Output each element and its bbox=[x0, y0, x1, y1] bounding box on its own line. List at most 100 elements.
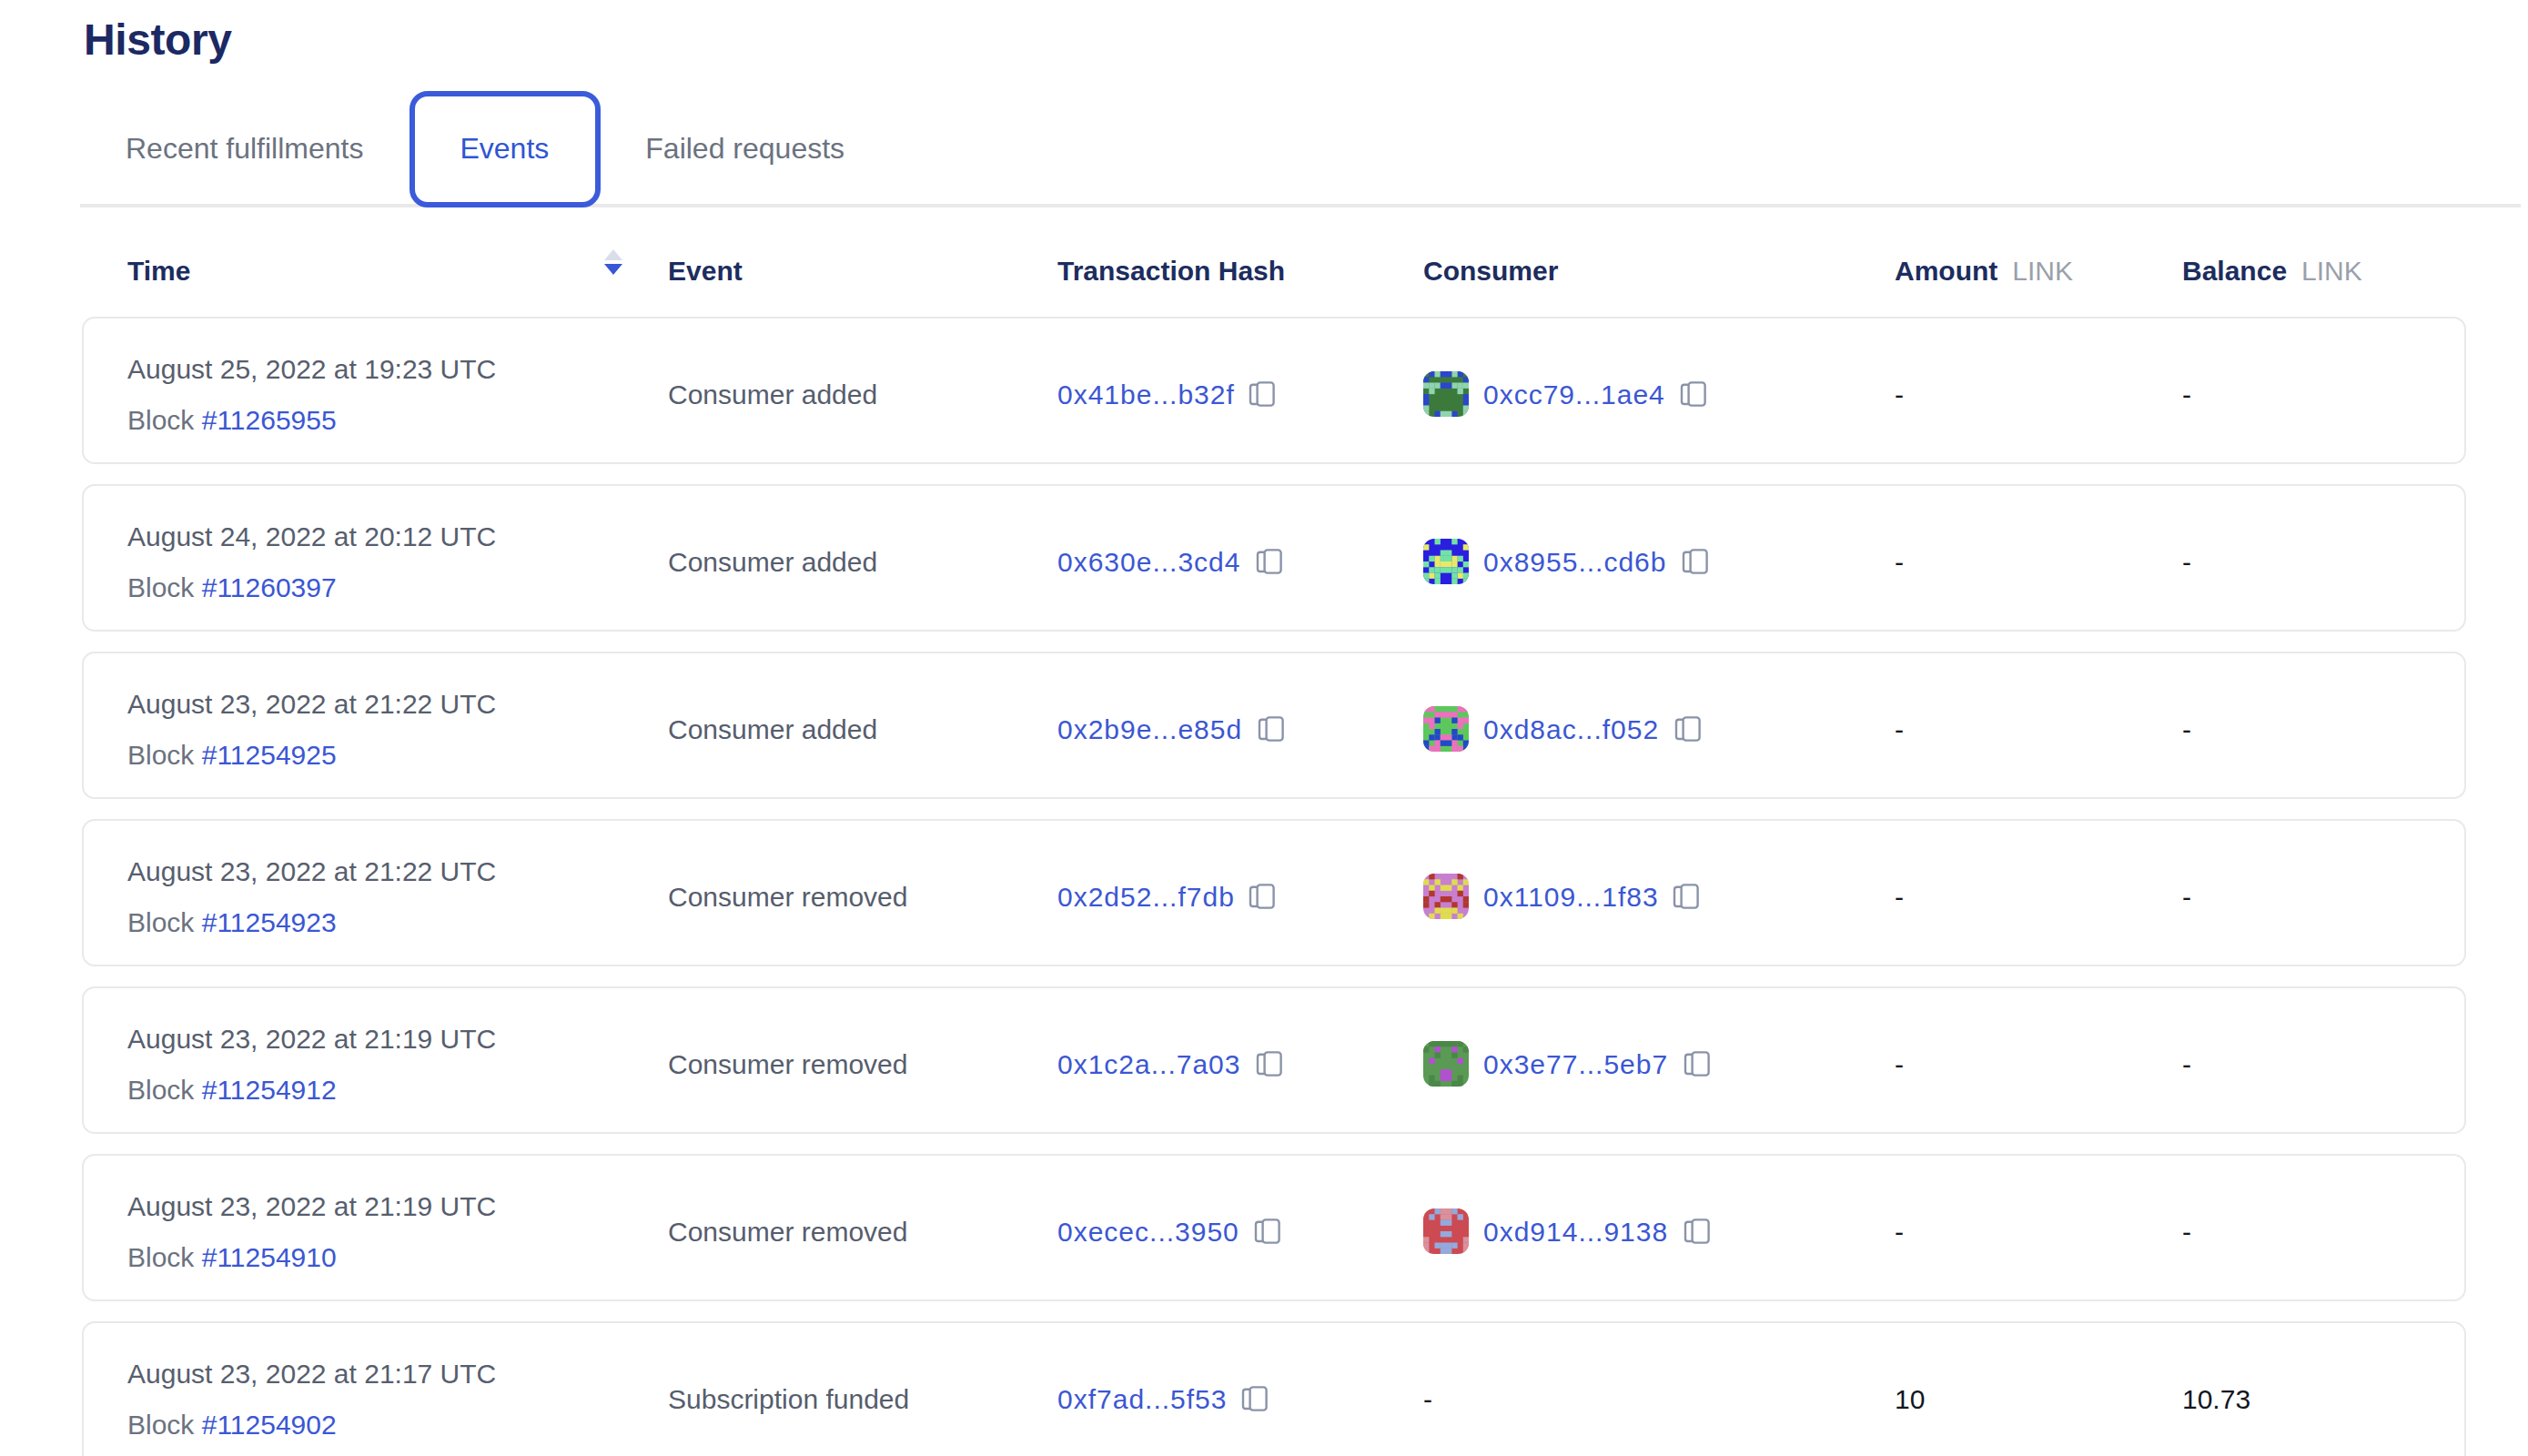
consumer-address-link[interactable]: 0xcc79...1ae4 bbox=[1483, 378, 1665, 409]
event-timestamp: August 24, 2022 at 20:12 UTC bbox=[127, 519, 668, 555]
table-row: August 25, 2022 at 19:23 UTC Block #11265… bbox=[82, 317, 2466, 464]
block-line: Block #11254925 bbox=[127, 737, 668, 774]
copy-tx-hash-icon[interactable] bbox=[1256, 1049, 1283, 1077]
column-header-event: Event bbox=[668, 255, 743, 286]
event-timestamp: August 25, 2022 at 19:23 UTC bbox=[127, 351, 668, 388]
consumer-cell: 0x3e77...5eb7 bbox=[1423, 1035, 1895, 1086]
column-header-time: Time bbox=[127, 255, 191, 286]
transaction-hash-link[interactable]: 0xecec...3950 bbox=[1057, 1215, 1239, 1246]
balance-unit-label: LINK bbox=[2301, 255, 2362, 286]
copy-consumer-address-icon[interactable] bbox=[1680, 379, 1707, 407]
table-row: August 24, 2022 at 20:12 UTC Block #11260… bbox=[82, 484, 2466, 632]
event-type: Consumer removed bbox=[668, 1042, 1057, 1078]
amount-value: - bbox=[1895, 540, 2182, 576]
consumer-identicon bbox=[1423, 1208, 1469, 1253]
sort-desc-icon bbox=[604, 264, 622, 275]
amount-value: 10 bbox=[1895, 1377, 2182, 1413]
transaction-hash-link[interactable]: 0x630e...3cd4 bbox=[1057, 545, 1241, 576]
copy-consumer-address-icon[interactable] bbox=[1682, 547, 1709, 574]
consumer-address-link[interactable]: 0x3e77...5eb7 bbox=[1483, 1047, 1668, 1078]
block-number-link[interactable]: #11254925 bbox=[202, 739, 337, 770]
event-timestamp: August 23, 2022 at 21:19 UTC bbox=[127, 1188, 668, 1225]
column-header-amount: Amount bbox=[1895, 255, 1997, 286]
column-header-time-cell: Time bbox=[127, 255, 668, 286]
transaction-hash-cell: 0x2d52...f7db bbox=[1057, 875, 1423, 911]
transaction-hash-cell: 0xecec...3950 bbox=[1057, 1209, 1423, 1246]
events-list: August 25, 2022 at 19:23 UTC Block #11265… bbox=[82, 317, 2466, 1456]
consumer-address-link[interactable]: 0x1109...1f83 bbox=[1483, 880, 1659, 911]
transaction-hash-cell: 0x2b9e...e85d bbox=[1057, 707, 1423, 743]
consumer-cell: - bbox=[1423, 1377, 1895, 1413]
consumer-identicon bbox=[1423, 538, 1469, 583]
block-number-link[interactable]: #11254923 bbox=[202, 906, 337, 937]
sort-icon[interactable] bbox=[604, 249, 622, 275]
block-number-link[interactable]: #11254910 bbox=[202, 1241, 337, 1272]
block-label: Block bbox=[127, 739, 202, 770]
amount-value: - bbox=[1895, 707, 2182, 743]
amount-value: - bbox=[1895, 372, 2182, 409]
transaction-hash-cell: 0x41be...b32f bbox=[1057, 372, 1423, 409]
block-line: Block #11254910 bbox=[127, 1239, 668, 1276]
block-number-link[interactable]: #11260397 bbox=[202, 571, 337, 602]
transaction-hash-cell: 0x1c2a...7a03 bbox=[1057, 1042, 1423, 1078]
block-number-link[interactable]: #11265955 bbox=[202, 404, 337, 435]
copy-tx-hash-icon[interactable] bbox=[1249, 379, 1277, 407]
time-cell: August 24, 2022 at 20:12 UTC Block #11260… bbox=[127, 486, 668, 606]
block-line: Block #11254902 bbox=[127, 1407, 668, 1443]
amount-value: - bbox=[1895, 1209, 2182, 1246]
tab-failed-requests[interactable]: Failed requests bbox=[600, 91, 890, 207]
transaction-hash-link[interactable]: 0x2b9e...e85d bbox=[1057, 713, 1242, 743]
time-cell: August 23, 2022 at 21:22 UTCBlock #11254… bbox=[127, 653, 668, 774]
table-row: August 23, 2022 at 21:17 UTCBlock #11254… bbox=[82, 1321, 2466, 1456]
copy-tx-hash-icon[interactable] bbox=[1249, 882, 1277, 909]
table-row: August 23, 2022 at 21:19 UTCBlock #11254… bbox=[82, 986, 2466, 1134]
event-type: Consumer added bbox=[668, 540, 1057, 576]
history-page: History Recent fulfillmentsEventsFailed … bbox=[0, 0, 2528, 1456]
copy-tx-hash-icon[interactable] bbox=[1256, 547, 1283, 574]
consumer-address-link[interactable]: 0xd914...9138 bbox=[1483, 1215, 1668, 1246]
transaction-hash-link[interactable]: 0x2d52...f7db bbox=[1057, 880, 1235, 911]
copy-consumer-address-icon[interactable] bbox=[1683, 1217, 1710, 1244]
consumer-address-link[interactable]: 0xd8ac...f052 bbox=[1483, 713, 1659, 743]
consumer-cell: 0xcc79...1ae4 bbox=[1423, 365, 1895, 416]
consumer-cell: 0x8955...cd6b bbox=[1423, 532, 1895, 583]
copy-consumer-address-icon[interactable] bbox=[1674, 714, 1701, 742]
copy-tx-hash-icon[interactable] bbox=[1257, 714, 1284, 742]
balance-value: - bbox=[2182, 707, 2464, 743]
event-type: Consumer removed bbox=[668, 1209, 1057, 1246]
balance-value: - bbox=[2182, 540, 2464, 576]
table-row: August 23, 2022 at 21:22 UTCBlock #11254… bbox=[82, 652, 2466, 799]
table-row: August 23, 2022 at 21:19 UTC Block #11254… bbox=[82, 1154, 2466, 1301]
balance-value: 10.73 bbox=[2182, 1377, 2464, 1413]
time-cell: August 23, 2022 at 21:22 UTCBlock #11254… bbox=[127, 821, 668, 941]
block-label: Block bbox=[127, 404, 202, 435]
tab-events[interactable]: Events bbox=[409, 91, 600, 207]
copy-tx-hash-icon[interactable] bbox=[1254, 1217, 1281, 1244]
event-timestamp: August 23, 2022 at 21:22 UTC bbox=[127, 854, 668, 890]
block-number-link[interactable]: #11254912 bbox=[202, 1074, 337, 1105]
table-header: Time Event Transaction Hash Consumer Amo… bbox=[127, 255, 2475, 286]
consumer-address-link[interactable]: 0x8955...cd6b bbox=[1483, 545, 1667, 576]
transaction-hash-link[interactable]: 0x41be...b32f bbox=[1057, 378, 1235, 409]
transaction-hash-link[interactable]: 0xf7ad...5f53 bbox=[1057, 1382, 1227, 1413]
column-header-consumer: Consumer bbox=[1423, 255, 1558, 286]
column-header-transaction-hash: Transaction Hash bbox=[1057, 255, 1285, 286]
copy-consumer-address-icon[interactable] bbox=[1674, 882, 1701, 909]
page-title: History bbox=[84, 15, 232, 66]
block-label: Block bbox=[127, 571, 202, 602]
balance-value: - bbox=[2182, 1209, 2464, 1246]
time-cell: August 23, 2022 at 21:19 UTC Block #11254… bbox=[127, 1156, 668, 1276]
block-label: Block bbox=[127, 1074, 202, 1105]
consumer-cell: 0xd8ac...f052 bbox=[1423, 700, 1895, 751]
tab-recent-fulfillments[interactable]: Recent fulfillments bbox=[80, 91, 409, 207]
copy-tx-hash-icon[interactable] bbox=[1241, 1384, 1269, 1411]
block-line: Block #11254912 bbox=[127, 1072, 668, 1108]
transaction-hash-cell: 0xf7ad...5f53 bbox=[1057, 1377, 1423, 1413]
consumer-cell: 0xd914...9138 bbox=[1423, 1202, 1895, 1253]
block-number-link[interactable]: #11254902 bbox=[202, 1409, 337, 1440]
copy-consumer-address-icon[interactable] bbox=[1683, 1049, 1710, 1077]
balance-value: - bbox=[2182, 1042, 2464, 1078]
sort-asc-icon bbox=[604, 249, 622, 260]
transaction-hash-link[interactable]: 0x1c2a...7a03 bbox=[1057, 1047, 1241, 1078]
event-type: Subscription funded bbox=[668, 1377, 1057, 1413]
